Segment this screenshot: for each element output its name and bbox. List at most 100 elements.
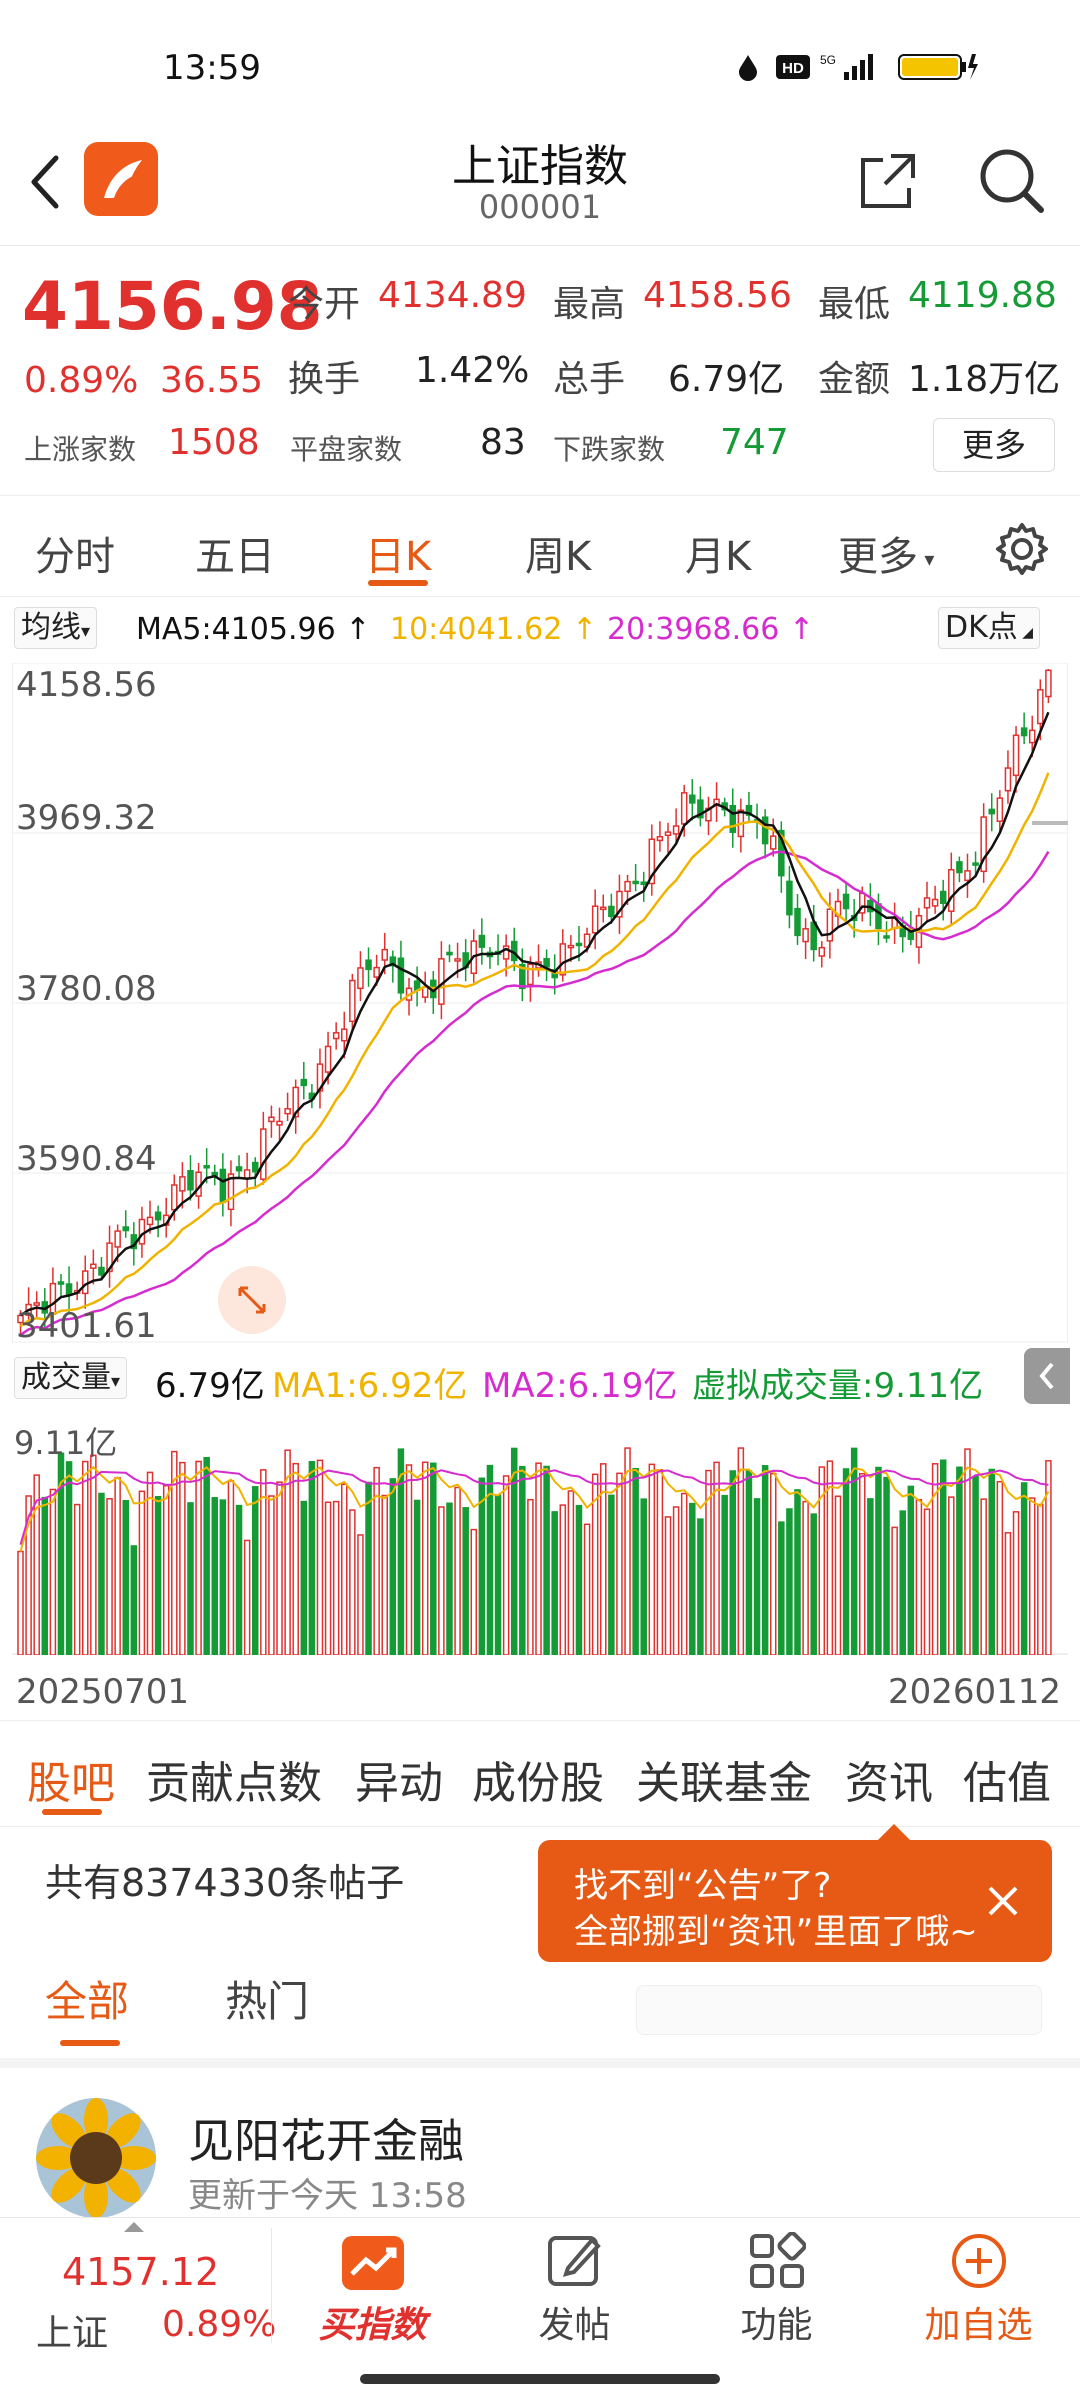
candle — [616, 890, 623, 918]
candle — [33, 1302, 40, 1306]
tab-movement[interactable]: 异动 — [355, 1758, 443, 1809]
volume-bar — [308, 1460, 316, 1655]
candle — [883, 935, 890, 939]
post-username[interactable]: 见阳花开金融 — [188, 2114, 464, 2168]
tab-monthly-k[interactable]: 月K — [685, 534, 752, 580]
tab-related-funds[interactable]: 关联基金 — [636, 1758, 812, 1809]
tab-weekly-k[interactable]: 周K — [525, 534, 592, 580]
candle — [357, 967, 364, 990]
nav-functions[interactable]: 功能 — [694, 2218, 859, 2353]
post-count: 共有8374330条帖子 — [45, 1861, 405, 1905]
ma-selector[interactable]: 均线▾ — [14, 607, 98, 649]
volume-bar — [859, 1472, 866, 1655]
candle — [948, 869, 955, 912]
nav-post[interactable]: 发帖 — [492, 2218, 657, 2353]
volume-bar — [276, 1481, 283, 1655]
ma20-label: 20:3968.66 — [607, 612, 780, 647]
volume-bar — [834, 1495, 842, 1655]
tab-constituents[interactable]: 成份股 — [472, 1758, 604, 1809]
content-tabs: 股吧 贡献点数 异动 成份股 关联基金 资讯 估值 — [0, 1720, 1080, 1827]
tab-forum[interactable]: 股吧 — [27, 1758, 115, 1809]
expand-button[interactable] — [218, 1266, 286, 1334]
battery-icon — [898, 54, 978, 80]
settings-gear-icon[interactable] — [995, 522, 1049, 576]
more-button[interactable]: 更多 — [933, 418, 1055, 472]
volume-chart[interactable] — [12, 1405, 1068, 1655]
candle — [106, 1242, 113, 1273]
volume-bar — [17, 1550, 24, 1655]
candle — [502, 945, 510, 960]
volume-bar — [980, 1498, 987, 1655]
close-icon[interactable] — [978, 1876, 1028, 1926]
tab-contribution[interactable]: 贡献点数 — [146, 1758, 322, 1809]
volume-bar — [235, 1504, 243, 1655]
volume-bar — [600, 1463, 607, 1655]
volume-bar — [689, 1502, 696, 1655]
tab-daily-k[interactable]: 日K — [365, 534, 432, 580]
candle — [729, 804, 737, 833]
candle — [1037, 689, 1044, 725]
back-icon[interactable] — [24, 152, 64, 212]
volume-bar — [826, 1460, 834, 1655]
volume-bar — [721, 1494, 728, 1655]
down-count-label: 下跌家数 — [553, 433, 666, 466]
candle — [98, 1266, 105, 1276]
volume-selector[interactable]: 成交量▾ — [14, 1357, 128, 1399]
volume-bar — [146, 1471, 154, 1655]
virtual-volume: 虚拟成交量:9.11亿 — [692, 1366, 984, 1406]
flat-count-label: 平盘家数 — [290, 433, 403, 466]
ma20-value: 20:3968.66 ↑ — [607, 612, 814, 647]
candle — [972, 862, 979, 866]
volume-bar — [49, 1488, 57, 1655]
turnover-label: 换手 — [288, 359, 361, 400]
volume-bar — [405, 1464, 413, 1655]
candle — [332, 1032, 340, 1040]
volume-bar — [972, 1475, 979, 1655]
volume-bar — [1037, 1503, 1044, 1655]
tab-five-day[interactable]: 五日 — [195, 534, 275, 580]
app-logo-icon — [84, 142, 158, 216]
mini-price[interactable]: 4157.12 — [62, 2250, 220, 2294]
tab-all-posts[interactable]: 全部 — [45, 1977, 130, 2026]
change-percent: 0.89% — [24, 360, 139, 401]
corner-arrow-icon: ◢ — [1017, 625, 1033, 641]
volume-value: 6.79亿 — [155, 1366, 265, 1406]
share-icon[interactable] — [855, 148, 921, 214]
avatar[interactable] — [36, 2098, 156, 2218]
volume-bar — [737, 1447, 745, 1655]
volume-bar — [357, 1534, 364, 1655]
candle — [689, 794, 696, 804]
volume-bar — [486, 1464, 494, 1655]
y-axis-label: 3401.61 — [16, 1306, 157, 1346]
volume-max-label: 9.11亿 — [14, 1424, 118, 1462]
period-tabs: 分时 五日 日K 周K 月K 更多 ▾ — [0, 495, 1080, 597]
status-time: 13:59 — [163, 48, 261, 88]
volume-bar — [875, 1466, 882, 1655]
candle — [939, 890, 947, 905]
nav-add-watchlist[interactable]: 加自选 — [896, 2218, 1061, 2353]
down-count: 747 — [720, 422, 789, 463]
candle — [122, 1226, 129, 1232]
sort-toggle[interactable] — [636, 1985, 1042, 2035]
volume-bar — [899, 1510, 906, 1655]
volume-bar — [421, 1461, 429, 1655]
tab-hot-posts[interactable]: 热门 — [225, 1977, 310, 2026]
volume-bar — [454, 1486, 461, 1655]
candlestick-chart[interactable] — [12, 663, 1068, 1343]
tab-intraday[interactable]: 分时 — [35, 534, 115, 580]
candle — [956, 861, 963, 874]
volume-bar — [41, 1496, 49, 1655]
candle — [90, 1263, 97, 1269]
search-icon[interactable] — [975, 144, 1047, 216]
dk-point-button[interactable]: DK点 ◢ — [938, 607, 1040, 649]
candle — [154, 1211, 162, 1221]
ma5-value: MA5:4105.96 ↑ — [136, 612, 370, 647]
tab-news[interactable]: 资讯 — [845, 1758, 933, 1809]
volume-value: 6.79亿 — [668, 359, 785, 400]
volume-bar — [1012, 1511, 1020, 1655]
collapse-panel-button[interactable] — [1024, 1348, 1070, 1404]
nav-buy-index[interactable]: 买指数 — [290, 2218, 455, 2353]
tab-more[interactable]: 更多 ▾ — [838, 524, 934, 582]
tab-valuation[interactable]: 估值 — [963, 1758, 1051, 1809]
candle — [1028, 729, 1036, 744]
